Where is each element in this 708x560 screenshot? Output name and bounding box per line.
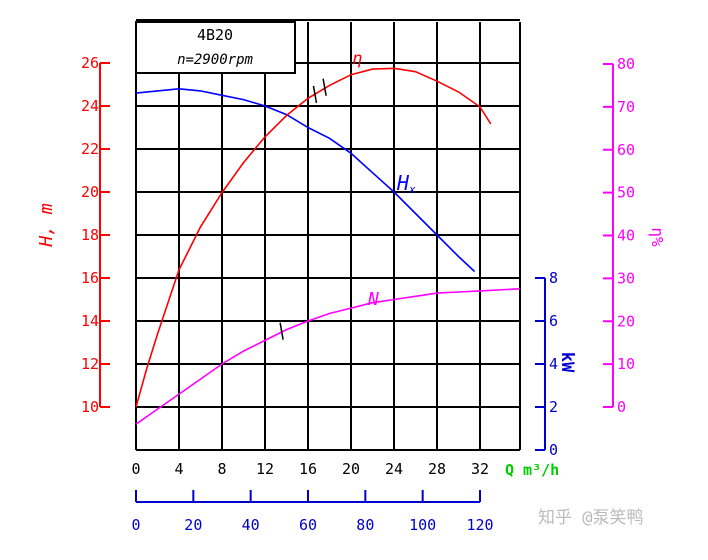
x2-tick-label: 40 <box>242 516 260 534</box>
y-left-tick-label: 12 <box>81 355 99 373</box>
y-left-tick-label: 22 <box>81 140 99 158</box>
curve-head <box>135 87 476 273</box>
series-label-eta: η <box>352 49 362 69</box>
x-axis-label: Q m³/h <box>505 461 559 479</box>
y-eff-tick-label: 0 <box>617 398 626 416</box>
y-power-tick-label: 0 <box>549 441 558 459</box>
operating-point-mark <box>279 322 284 340</box>
curve-power <box>135 288 520 425</box>
series-label-n: N <box>367 289 379 310</box>
x-tick-label: 4 <box>174 460 183 478</box>
operating-point-mark <box>312 85 318 104</box>
x-tick-label: 12 <box>256 460 274 478</box>
x2-tick-label: 60 <box>299 516 317 534</box>
y-eff-tick-label: 50 <box>617 184 635 202</box>
y-left-tick-label: 26 <box>81 54 99 72</box>
y-left-tick-label: 24 <box>81 97 99 115</box>
y-power-tick-label: 8 <box>549 269 558 287</box>
x-tick-label: 28 <box>428 460 446 478</box>
x2-tick-label: 80 <box>356 516 374 534</box>
axes: 0 4 8 12 16 20 24 28 320 20 40 60 80 100 1201012141618… <box>81 54 635 534</box>
x-tick-label: 8 <box>217 460 226 478</box>
model-label: 4B20 <box>197 26 233 44</box>
y-eff-tick-label: 40 <box>617 227 635 245</box>
x-tick-label: 16 <box>299 460 317 478</box>
x-tick-label: 0 <box>131 460 140 478</box>
curves <box>135 67 520 425</box>
y-left-label: H, m <box>36 203 57 248</box>
x-tick-label: 32 <box>471 460 489 478</box>
speed-label: n=2900rpm <box>177 52 253 68</box>
y-power-tick-label: 4 <box>549 355 558 373</box>
x-tick-label: 24 <box>385 460 403 478</box>
x2-tick-label: 100 <box>409 516 436 534</box>
operating-point-mark <box>322 78 327 96</box>
curve-efficiency <box>135 67 492 408</box>
watermark: 知乎 @泵笑鸭 <box>538 508 643 528</box>
y-power-tick-label: 2 <box>549 398 558 416</box>
y-left-tick-label: 10 <box>81 398 99 416</box>
x2-tick-label: 120 <box>466 516 493 534</box>
y-power-tick-label: 6 <box>549 312 558 330</box>
y-left-tick-label: 20 <box>81 183 99 201</box>
y-eff-label: η% <box>648 227 667 247</box>
y-eff-tick-label: 80 <box>617 55 635 73</box>
y-left-tick-label: 18 <box>81 226 99 244</box>
grid <box>135 19 521 451</box>
title-box: 4B20 n=2900rpm <box>135 21 296 74</box>
x2-tick-label: 20 <box>184 516 202 534</box>
x2-tick-label: 0 <box>131 516 140 534</box>
series-label-h-sub: x <box>408 183 416 196</box>
y-left-tick-label: 14 <box>81 312 99 330</box>
y-eff-tick-label: 10 <box>617 355 635 373</box>
series-label-h-main: H <box>396 171 410 195</box>
y-eff-tick-label: 60 <box>617 141 635 159</box>
y-eff-tick-label: 20 <box>617 312 635 330</box>
y-eff-tick-label: 70 <box>617 98 635 116</box>
series-label-h: Hx <box>396 171 416 196</box>
y-power-label: kW <box>557 352 577 373</box>
y-eff-tick-label: 30 <box>617 269 635 287</box>
x-tick-label: 20 <box>342 460 360 478</box>
y-left-tick-label: 16 <box>81 269 99 287</box>
